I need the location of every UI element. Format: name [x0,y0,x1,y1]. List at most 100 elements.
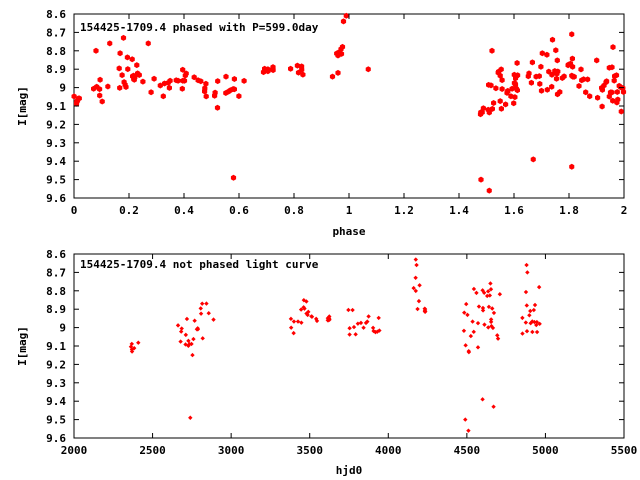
data-point [301,305,306,310]
data-point [99,98,105,105]
data-point [355,321,361,326]
x-tick-label: 2500 [139,444,166,457]
data-point [182,72,188,79]
data-point [116,65,122,72]
data-point [497,98,503,105]
data-point [482,322,487,327]
data-point [536,284,542,290]
data-point [512,94,518,101]
data-point [288,65,294,72]
data-point [178,339,183,344]
x-tick-label: 1.6 [504,204,524,217]
data-point [173,77,179,84]
data-point [300,71,306,78]
data-point [415,306,420,312]
data-point [145,40,151,47]
data-point [470,319,475,324]
data-point [528,79,534,86]
data-point [327,317,332,322]
data-point [611,77,617,84]
y-tick-label: 8.8 [46,45,66,58]
data-point [599,103,605,110]
data-point [614,99,620,106]
data-point [585,76,591,83]
data-point [489,47,495,54]
data-point [569,72,575,79]
data-point [230,86,236,92]
x-axis-title: hjd0 [336,464,363,477]
data-point [525,270,530,275]
y-tick-label: 9.1 [46,100,66,113]
data-point [260,69,267,76]
data-point [488,287,494,292]
data-point [523,320,529,325]
data-point [365,66,371,73]
data-point [559,75,565,81]
data-point [484,293,490,299]
x-tick-label: 0.8 [284,204,304,217]
data-point [581,76,587,83]
y-tick-label: 8.9 [46,63,66,76]
data-point [471,329,476,335]
data-point [480,308,486,313]
y-tick-label: 8.7 [46,26,66,39]
data-point [200,336,205,341]
data-point [129,56,135,63]
data-point [351,324,357,330]
data-point [530,329,535,335]
data-point [569,55,575,62]
data-point [462,310,467,315]
x-tick-label: 0 [71,204,78,217]
data-point [120,34,127,41]
data-point [136,340,141,345]
data-point [313,316,319,322]
y-tick-label: 8.8 [46,285,66,298]
data-point [350,307,355,313]
data-point [614,89,620,95]
data-point [485,289,491,294]
data-point [376,315,381,321]
data-point [358,320,364,326]
data-point [167,77,173,84]
y-tick-label: 9.1 [46,340,66,353]
data-point [198,311,204,316]
data-point [189,341,194,347]
data-point [366,314,371,319]
data-point [515,72,521,79]
y-tick-label: 8.9 [46,303,66,316]
data-point [73,100,80,107]
data-point [569,31,575,38]
data-point [265,68,271,75]
data-point [191,336,196,342]
data-point [569,163,575,170]
data-point [499,86,505,92]
data-point [107,40,113,47]
x-axis-title: phase [332,225,365,238]
data-point [468,333,474,339]
data-point [202,85,208,92]
data-point [497,72,503,79]
data-point [416,298,422,304]
data-point [531,307,537,313]
data-point [486,325,491,330]
data-point [553,75,560,82]
data-point [305,312,310,318]
data-point [195,326,200,331]
data-point [488,317,494,322]
data-point [532,319,537,325]
data-point [509,85,515,92]
data-point [157,82,163,89]
data-point [179,85,185,92]
data-point [514,87,520,94]
x-tick-label: 5500 [611,444,638,457]
data-point [183,332,189,338]
data-point [576,83,582,89]
data-point [525,73,531,80]
data-point [198,78,204,85]
data-point [514,60,520,66]
data-point [309,314,315,319]
data-point [206,311,211,316]
y-tick-label: 9.4 [46,155,66,168]
data-point [160,93,166,100]
data-point [304,299,309,304]
